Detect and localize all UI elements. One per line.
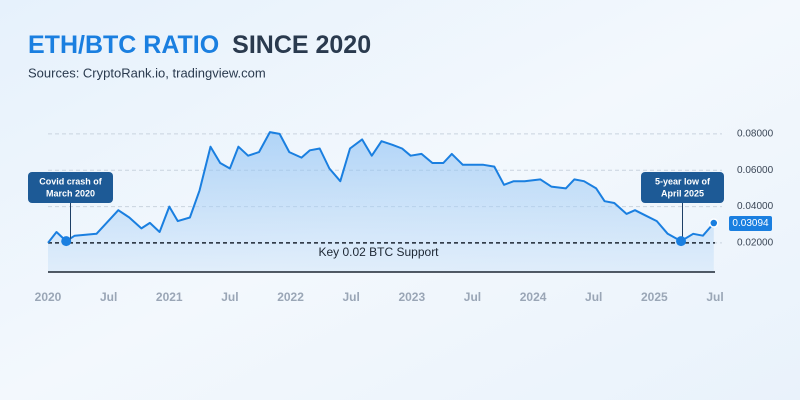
last-value-badge: [729, 216, 772, 232]
x-tick-label: Jul: [706, 290, 723, 304]
x-tick-label: Jul: [100, 290, 117, 304]
chart-title: ETH/BTC RATIO SINCE 2020: [28, 31, 371, 59]
x-tick-label: Jul: [585, 290, 602, 304]
x-tick-label: 2021: [156, 290, 183, 304]
point-marker: [61, 236, 72, 247]
annotation-box: [28, 172, 113, 203]
annotation-text: 5-year low of: [655, 176, 711, 186]
point-marker: [676, 236, 687, 247]
annotation-text: March 2020: [46, 188, 95, 198]
y-tick-label: 0.04000: [737, 201, 774, 212]
support-label: Key 0.02 BTC Support: [318, 245, 439, 259]
x-tick-label: 2024: [520, 290, 547, 304]
x-tick-label: 2025: [641, 290, 668, 304]
annotation-box: [641, 172, 724, 203]
y-tick-label: 0.06000: [737, 165, 774, 176]
x-tick-label: Jul: [221, 290, 238, 304]
annotation-text: April 2025: [661, 188, 704, 198]
annotation-text: Covid crash of: [39, 176, 103, 186]
y-tick-label: 0.08000: [737, 129, 774, 140]
x-tick-label: Jul: [343, 290, 360, 304]
title-rest: SINCE 2020: [232, 31, 371, 59]
x-tick-label: 2022: [277, 290, 304, 304]
x-tick-label: Jul: [464, 290, 481, 304]
subtitle: Sources: CryptoRank.io, tradingview.com: [28, 65, 266, 80]
last-point: [709, 218, 719, 228]
x-tick-label: 2023: [398, 290, 425, 304]
title-highlight: ETH/BTC RATIO: [28, 31, 219, 59]
line: [47, 131, 715, 244]
x-tick-label: 2020: [35, 290, 62, 304]
last-value-label: 0.03094: [732, 218, 769, 229]
y-tick-label: 0.02000: [737, 238, 774, 249]
area: [48, 132, 714, 272]
